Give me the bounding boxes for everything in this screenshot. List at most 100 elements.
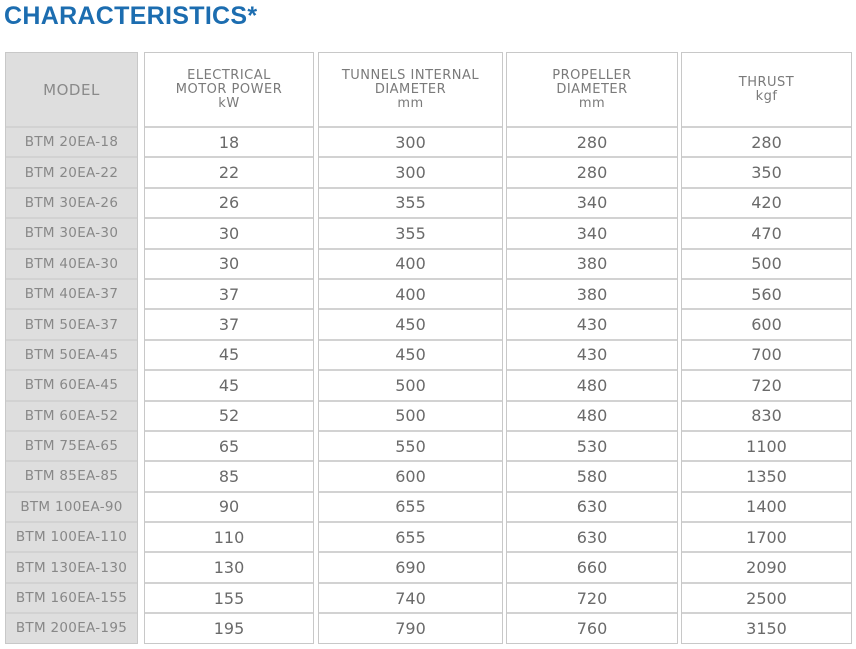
header-line: mm [578, 95, 606, 111]
table-cell-motor-power: 130 [145, 553, 313, 584]
table-cell-model: BTM 60EA-45 [6, 371, 137, 402]
table-cell-propeller-diameter: 580 [507, 462, 677, 493]
header-line: MOTOR POWER [175, 81, 283, 97]
table-cell-tunnel-diameter: 355 [319, 189, 502, 220]
table-cell-propeller-diameter: 660 [507, 553, 677, 584]
table-cell-tunnel-diameter: 450 [319, 310, 502, 341]
table-cell-tunnel-diameter: 600 [319, 462, 502, 493]
header-line: PROPELLER [552, 67, 632, 83]
table-cell-motor-power: 37 [145, 280, 313, 311]
table-cell-thrust: 1400 [682, 493, 851, 524]
table-cell-thrust: 500 [682, 250, 851, 280]
table-cell-motor-power: 37 [145, 310, 313, 341]
table-cell-model: BTM 50EA-37 [6, 310, 137, 341]
table-cell-motor-power: 30 [145, 250, 313, 280]
table-cell-propeller-diameter: 380 [507, 250, 677, 280]
table-cell-thrust: 1350 [682, 462, 851, 493]
table-cell-propeller-diameter: 340 [507, 189, 677, 220]
table-cell-tunnel-diameter: 655 [319, 523, 502, 554]
table-cell-model: BTM 160EA-155 [6, 584, 137, 615]
column-header-propeller-diameter: PROPELLER DIAMETER mm [507, 53, 677, 128]
table-cell-model: BTM 20EA-22 [6, 158, 137, 189]
table-cell-tunnel-diameter: 655 [319, 493, 502, 524]
column-thrust: THRUST kgf 280 350 420 470 500 560 600 700 720 830 1… [681, 52, 852, 644]
table-cell-tunnel-diameter: 355 [319, 219, 502, 250]
table-cell-propeller-diameter: 630 [507, 523, 677, 554]
header-line: DIAMETER [556, 81, 628, 97]
table-cell-model: BTM 30EA-26 [6, 189, 137, 220]
table-cell-propeller-diameter: 430 [507, 341, 677, 372]
table-cell-model: BTM 100EA-110 [6, 523, 137, 554]
table-cell-thrust: 420 [682, 189, 851, 220]
column-header-model: MODEL [6, 53, 137, 128]
table-cell-thrust: 1700 [682, 523, 851, 554]
table-cell-motor-power: 45 [145, 371, 313, 402]
table-cell-model: BTM 60EA-52 [6, 402, 137, 432]
table-cell-tunnel-diameter: 300 [319, 128, 502, 159]
table-cell-model: BTM 75EA-65 [6, 432, 137, 463]
table-cell-propeller-diameter: 480 [507, 371, 677, 402]
table-cell-tunnel-diameter: 500 [319, 402, 502, 432]
table-cell-motor-power: 22 [145, 158, 313, 189]
column-tunnel-diameter: TUNNELS INTERNAL DIAMETER mm 300 300 355 355 40… [318, 52, 503, 644]
table-cell-tunnel-diameter: 400 [319, 280, 502, 311]
table-cell-tunnel-diameter: 790 [395, 618, 426, 638]
table-cell-model: BTM 200EA-195 [15, 620, 128, 637]
header-line: THRUST [738, 74, 795, 90]
table-cell-thrust: 830 [682, 402, 851, 432]
table-cell-propeller-diameter: 430 [507, 310, 677, 341]
column-header-motor-power: ELECTRICAL MOTOR POWER kW [145, 53, 313, 128]
table-cell-model: BTM 20EA-18 [6, 128, 137, 159]
table-cell-model: BTM 100EA-90 [6, 493, 137, 524]
column-model: MODEL BTM 20EA-18 BTM 20EA-22 BTM 30EA-26 BT… [5, 52, 138, 644]
header-line: TUNNELS INTERNAL [341, 67, 480, 83]
table-cell-motor-power: 85 [145, 462, 313, 493]
table-cell-model: BTM 130EA-130 [6, 553, 137, 584]
header-line: kW [218, 95, 240, 111]
table-cell-motor-power: 110 [145, 523, 313, 554]
table-cell-tunnel-diameter: 300 [319, 158, 502, 189]
header-line: ELECTRICAL [187, 67, 271, 83]
table-cell-thrust: 1100 [682, 432, 851, 463]
table-cell-propeller-diameter: 720 [507, 584, 677, 615]
column-header-tunnel-diameter: TUNNELS INTERNAL DIAMETER mm [319, 53, 502, 128]
table-cell-motor-power: 155 [145, 584, 313, 615]
table-cell-propeller-diameter: 280 [507, 158, 677, 189]
table-cell-tunnel-diameter: 450 [319, 341, 502, 372]
table-cell-model: BTM 40EA-37 [6, 280, 137, 311]
table-cell-thrust: 3150 [746, 618, 787, 638]
table-cell-propeller-diameter: 530 [507, 432, 677, 463]
table-cell-thrust: 2500 [682, 584, 851, 615]
table-cell-motor-power: 45 [145, 341, 313, 372]
table-cell-tunnel-diameter: 500 [319, 371, 502, 402]
table-cell-propeller-diameter: 760 [576, 618, 608, 638]
table-cell-model: BTM 30EA-30 [6, 219, 137, 250]
table-cell-motor-power: 195 [213, 618, 245, 638]
table-cell-motor-power: 90 [145, 493, 313, 524]
table-cell-thrust: 720 [682, 371, 851, 402]
column-header-thrust: THRUST kgf [682, 53, 851, 128]
table-cell-motor-power: 26 [145, 189, 313, 220]
header-line: mm [397, 95, 424, 111]
page-title: CHARACTERISTICS* [4, 2, 258, 30]
header-line: DIAMETER [374, 81, 447, 97]
table-cell-motor-power: 65 [145, 432, 313, 463]
table-cell-model: BTM 85EA-85 [6, 462, 137, 493]
table-cell-tunnel-diameter: 400 [319, 250, 502, 280]
table-cell-propeller-diameter: 630 [507, 493, 677, 524]
table-cell-motor-power: 18 [145, 128, 313, 159]
table-cell-thrust: 600 [682, 310, 851, 341]
table-cell-model: BTM 40EA-30 [6, 250, 137, 280]
table-cell-thrust: 700 [682, 341, 851, 372]
table-cell-thrust: 280 [682, 128, 851, 159]
table-cell-tunnel-diameter: 740 [319, 584, 502, 615]
table-cell-propeller-diameter: 480 [507, 402, 677, 432]
column-motor-power: ELECTRICAL MOTOR POWER kW 18 22 26 30 30 37 37 45 4… [144, 52, 314, 644]
table-cell-thrust: 560 [682, 280, 851, 311]
header-line: kgf [755, 88, 778, 104]
table-cell-thrust: 350 [682, 158, 851, 189]
column-propeller-diameter: PROPELLER DIAMETER mm 280 280 340 340 380 380 430… [506, 52, 678, 644]
table-cell-model: BTM 50EA-45 [6, 341, 137, 372]
table-cell-propeller-diameter: 280 [507, 128, 677, 159]
table-cell-motor-power: 30 [145, 219, 313, 250]
